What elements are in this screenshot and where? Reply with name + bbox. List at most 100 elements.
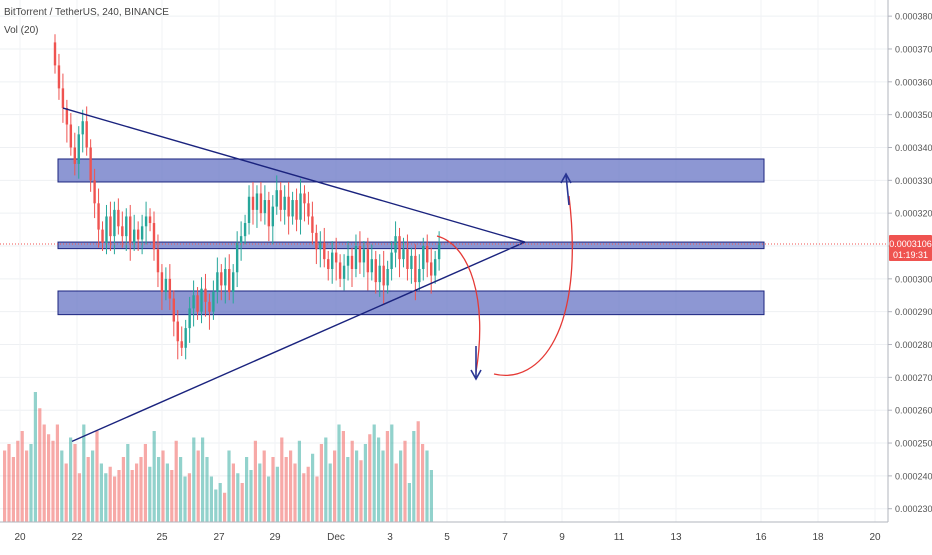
candle-down bbox=[101, 229, 104, 243]
candle-up bbox=[319, 242, 322, 250]
candle-down bbox=[208, 301, 211, 312]
candle-down bbox=[311, 216, 314, 233]
volume-bar bbox=[95, 431, 99, 522]
candle-up bbox=[362, 249, 366, 263]
volume-bar bbox=[60, 450, 64, 522]
volume-bar bbox=[20, 431, 24, 522]
up-arrow-shaft[interactable] bbox=[565, 174, 570, 206]
candle-up bbox=[216, 272, 219, 292]
volume-bar bbox=[245, 457, 249, 522]
rebound-path-red[interactable] bbox=[493, 195, 573, 376]
candle-down bbox=[323, 242, 326, 260]
candle-down bbox=[196, 295, 199, 312]
candle-up bbox=[370, 259, 373, 273]
triangle-pattern[interactable] bbox=[62, 107, 526, 443]
volume-bar bbox=[73, 444, 77, 522]
volume-bar bbox=[390, 424, 394, 522]
volume-bar bbox=[143, 444, 147, 522]
volume-bar bbox=[381, 450, 385, 522]
candle-up bbox=[275, 190, 278, 207]
candle-up bbox=[291, 200, 294, 217]
volume-bar bbox=[38, 408, 42, 522]
candle-up bbox=[331, 252, 334, 269]
volume-bar bbox=[363, 444, 367, 522]
candle-up bbox=[386, 268, 389, 286]
candle-down bbox=[172, 298, 175, 322]
candle-up bbox=[232, 272, 235, 292]
candle-down bbox=[251, 196, 255, 210]
candle-up bbox=[255, 193, 259, 210]
y-tick-label: 0.0002300 bbox=[895, 504, 932, 514]
candle-down bbox=[279, 190, 282, 210]
price-zone[interactable] bbox=[57, 290, 765, 316]
volume-bar bbox=[16, 440, 20, 522]
volume-bar bbox=[311, 453, 315, 522]
candle-up bbox=[235, 242, 239, 273]
candle-up bbox=[271, 206, 274, 227]
countdown-label: 01:19:31 bbox=[893, 250, 928, 260]
volume-bar bbox=[130, 470, 134, 522]
x-tick-label: 20 bbox=[869, 532, 881, 543]
volume-bar bbox=[284, 457, 288, 522]
candle-up bbox=[394, 236, 397, 253]
volume-bar bbox=[399, 450, 403, 522]
price-zone[interactable] bbox=[57, 158, 765, 183]
volume-bar bbox=[249, 470, 253, 522]
volume-bar bbox=[113, 476, 117, 522]
drop-path-red[interactable] bbox=[436, 235, 481, 373]
candle-up bbox=[192, 295, 195, 309]
candle-up bbox=[422, 246, 425, 269]
candle-up bbox=[125, 216, 128, 237]
candle-down bbox=[136, 229, 140, 240]
candle-up bbox=[346, 255, 350, 266]
volume-bar bbox=[64, 463, 68, 522]
volume-bar bbox=[25, 450, 29, 522]
candle-up bbox=[418, 268, 421, 283]
candle-down bbox=[57, 65, 61, 89]
candle-down bbox=[350, 255, 354, 269]
candle-down bbox=[374, 259, 377, 283]
candle-up bbox=[81, 121, 84, 135]
grid bbox=[0, 0, 888, 522]
volume-bar bbox=[385, 431, 389, 522]
candle-up bbox=[390, 252, 393, 269]
support-resistance-zones[interactable] bbox=[57, 158, 765, 316]
volume-bar bbox=[174, 440, 178, 522]
candle-down bbox=[65, 108, 69, 125]
candle-down bbox=[204, 288, 207, 302]
candle-down bbox=[295, 200, 298, 220]
volume-bar bbox=[271, 457, 275, 522]
candle-up bbox=[184, 328, 187, 348]
candle-up bbox=[164, 278, 168, 292]
volume-bar bbox=[104, 473, 108, 522]
volume-bar bbox=[11, 457, 15, 522]
volume-bars bbox=[3, 392, 433, 522]
volume-bar bbox=[77, 473, 81, 522]
candle-down bbox=[259, 193, 263, 214]
axis-background bbox=[888, 0, 932, 550]
price-badge-bg bbox=[889, 235, 932, 262]
volume-bar bbox=[227, 450, 231, 522]
triangle-lower-trendline[interactable] bbox=[71, 241, 526, 443]
volume-bar bbox=[126, 444, 130, 522]
candle-up bbox=[437, 242, 441, 260]
volume-bar bbox=[253, 440, 257, 522]
time-axis[interactable]: 20 22 25 27 29 Dec 3 5 7 9 11 13 16 18 20 bbox=[0, 521, 888, 543]
volume-bar bbox=[416, 421, 420, 522]
candle-down bbox=[382, 265, 385, 286]
down-arrow-head bbox=[470, 369, 482, 381]
projection-arrows[interactable] bbox=[436, 172, 573, 381]
candle-down bbox=[93, 180, 96, 204]
triangle-upper-trendline[interactable] bbox=[62, 107, 526, 243]
candle-up bbox=[342, 265, 346, 279]
candle-up bbox=[239, 236, 243, 243]
volume-bar bbox=[421, 444, 425, 522]
candle-down bbox=[168, 278, 172, 299]
volume-bar bbox=[99, 463, 103, 522]
